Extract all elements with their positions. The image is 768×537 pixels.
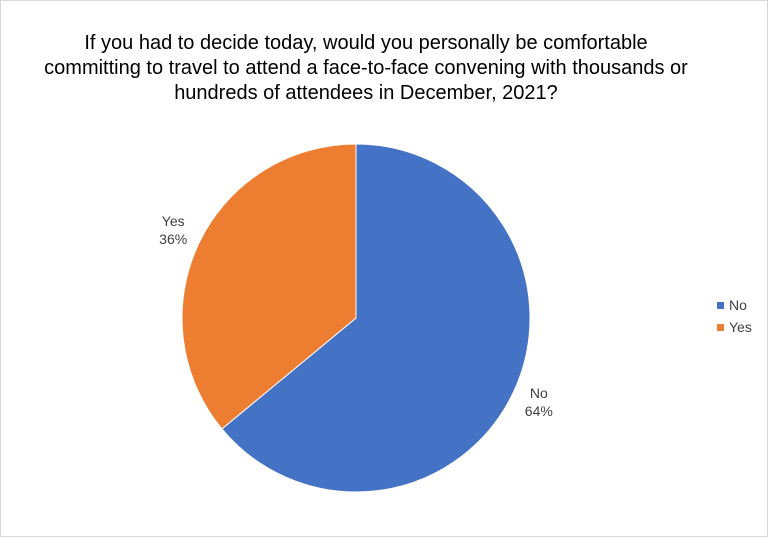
pie-label-category: Yes [162,213,185,229]
pie-slice-no [221,143,531,493]
pie-label-percent: 64% [525,403,553,419]
pie-data-labels: No 64% Yes 36% [159,213,553,419]
legend-swatch-yes [717,323,724,331]
legend-label-yes: Yes [729,319,752,335]
legend-swatch-no [717,301,724,309]
pie-slices [181,143,531,493]
pie-label-category: No [530,385,548,401]
legend-item-no: No [717,294,752,316]
legend-label-no: No [729,297,747,313]
legend: No Yes [717,294,752,338]
chart-title: If you had to decide today, would you pe… [44,32,688,104]
pie-label-no: No 64% [525,385,553,419]
pie-label-percent: 36% [159,231,187,247]
legend-item-yes: Yes [717,316,752,338]
pie-label-yes: Yes 36% [159,213,187,247]
pie-slice-yes [181,143,357,430]
